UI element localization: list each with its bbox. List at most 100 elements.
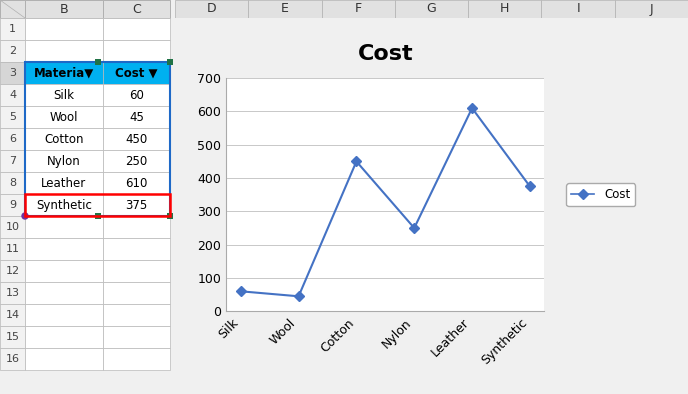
Text: Cost: Cost	[358, 44, 413, 64]
Bar	[103, 238, 170, 260]
Text: Materia▼: Materia▼	[34, 67, 94, 80]
Bar	[248, 0, 321, 18]
Text: 7: 7	[9, 156, 16, 166]
Bar	[0, 216, 25, 238]
Text: Silk: Silk	[54, 89, 74, 102]
Bar	[0, 304, 25, 326]
Bar	[94, 213, 100, 219]
Bar	[25, 260, 103, 282]
Bar	[103, 0, 170, 18]
Bar	[0, 62, 25, 84]
Bar	[103, 194, 170, 216]
Bar	[321, 0, 395, 18]
Text: Wool: Wool	[50, 110, 78, 123]
Bar	[103, 40, 170, 62]
Bar	[541, 0, 614, 18]
Bar	[395, 0, 468, 18]
Bar	[103, 172, 170, 194]
Text: 14: 14	[6, 310, 19, 320]
Bar	[25, 40, 103, 62]
Bar	[0, 40, 25, 62]
Text: Synthetic: Synthetic	[36, 199, 92, 212]
Text: 10: 10	[6, 222, 19, 232]
Bar	[0, 18, 25, 40]
Bar	[0, 84, 25, 106]
Text: D: D	[207, 2, 217, 15]
Text: F: F	[354, 2, 362, 15]
Bar	[0, 326, 25, 348]
Bar	[25, 194, 170, 216]
Text: 250: 250	[125, 154, 148, 167]
Text: 3: 3	[9, 68, 16, 78]
Text: 60: 60	[129, 89, 144, 102]
Bar	[25, 172, 103, 194]
Bar	[25, 62, 170, 216]
Text: 450: 450	[125, 132, 148, 145]
Text: Nylon: Nylon	[47, 154, 81, 167]
Text: H: H	[500, 2, 510, 15]
Bar	[25, 62, 103, 84]
Text: 4: 4	[9, 90, 16, 100]
Bar	[167, 213, 173, 219]
Bar	[103, 216, 170, 238]
Text: 16: 16	[6, 354, 19, 364]
Bar	[0, 106, 25, 128]
Bar	[25, 326, 103, 348]
Text: Cost ▼: Cost ▼	[116, 67, 158, 80]
Text: 12: 12	[6, 266, 19, 276]
Bar	[25, 84, 103, 106]
Text: E: E	[281, 2, 289, 15]
Bar	[103, 62, 170, 84]
Text: 8: 8	[9, 178, 16, 188]
Text: 6: 6	[9, 134, 16, 144]
Bar	[25, 304, 103, 326]
Text: C: C	[132, 2, 141, 15]
Bar	[103, 348, 170, 370]
Bar	[167, 59, 173, 65]
Bar	[0, 172, 25, 194]
Text: Cotton: Cotton	[44, 132, 84, 145]
Bar	[0, 194, 25, 216]
Bar	[103, 128, 170, 150]
Bar	[25, 238, 103, 260]
Bar	[103, 304, 170, 326]
Bar	[0, 150, 25, 172]
Bar	[0, 238, 25, 260]
Text: 13: 13	[6, 288, 19, 298]
Bar	[0, 260, 25, 282]
Text: 2: 2	[9, 46, 16, 56]
Bar	[103, 150, 170, 172]
Bar	[103, 282, 170, 304]
Bar	[25, 0, 103, 18]
Text: 610: 610	[125, 177, 148, 190]
Bar	[103, 326, 170, 348]
Bar	[25, 194, 103, 216]
Bar	[25, 128, 103, 150]
Bar	[25, 282, 103, 304]
Text: B: B	[60, 2, 68, 15]
Text: 15: 15	[6, 332, 19, 342]
Text: 5: 5	[9, 112, 16, 122]
Bar	[25, 348, 103, 370]
Bar	[103, 260, 170, 282]
Circle shape	[22, 213, 28, 219]
Bar	[614, 0, 688, 18]
Bar	[94, 59, 100, 65]
Text: Leather: Leather	[41, 177, 87, 190]
Bar	[0, 348, 25, 370]
Bar	[25, 106, 103, 128]
Text: 375: 375	[125, 199, 148, 212]
Text: 11: 11	[6, 244, 19, 254]
Bar	[103, 18, 170, 40]
Bar	[103, 84, 170, 106]
Bar	[0, 128, 25, 150]
Bar	[0, 282, 25, 304]
Text: 45: 45	[129, 110, 144, 123]
Text: G: G	[427, 2, 436, 15]
Legend: Cost: Cost	[566, 184, 635, 206]
Bar	[175, 0, 248, 18]
Bar	[25, 18, 103, 40]
Text: 9: 9	[9, 200, 16, 210]
Text: J: J	[649, 2, 653, 15]
Bar	[25, 150, 103, 172]
